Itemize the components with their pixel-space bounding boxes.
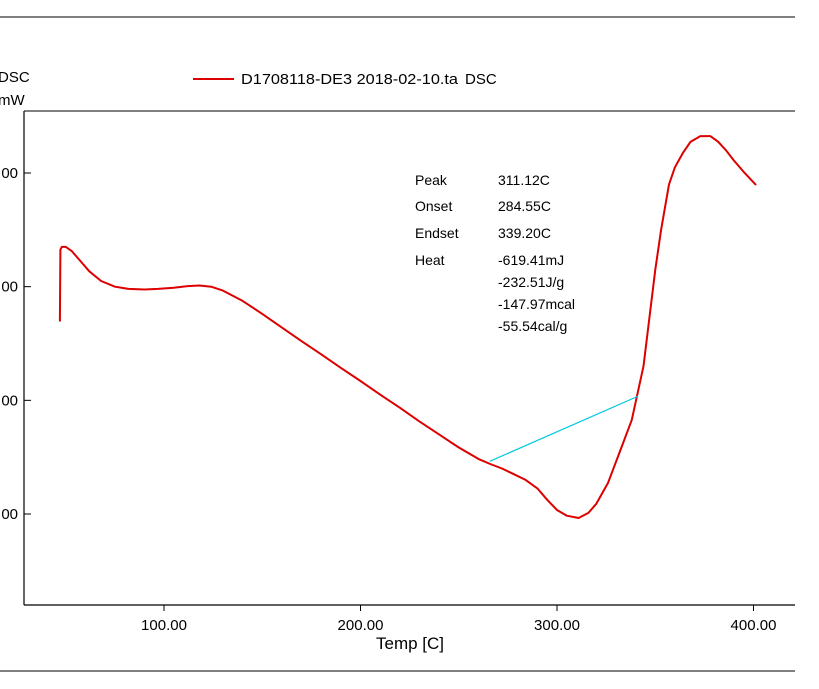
annotation-value-peak: 311.12C	[498, 172, 550, 188]
annotation-value-onset: 284.55C	[498, 198, 551, 214]
annotation-value-heat-jg: -232.51J/g	[498, 274, 564, 290]
x-ticks: 100.00 200.00 300.00 400.00	[141, 605, 776, 634]
annotation-value-endset: 339.20C	[498, 225, 551, 241]
annotation-value-heat-calg: -55.54cal/g	[498, 318, 567, 334]
x-tick-label-2: 300.00	[534, 617, 580, 634]
series-layer	[58, 135, 757, 519]
annotation-value-heat-mcal: -147.97mcal	[498, 296, 575, 312]
legend: D1708118-DE3 2018-02-10.ta DSC	[193, 71, 497, 88]
annotation-label-peak: Peak	[415, 172, 448, 188]
x-tick-label-0: 100.00	[141, 617, 187, 634]
x-tick-label-1: 200.00	[338, 617, 384, 634]
y-tick-label-3: 00	[1, 506, 18, 523]
annotation-value-heat-mj: -619.41mJ	[498, 252, 564, 268]
y-axis-label-line2: mW	[0, 92, 25, 109]
legend-entry-name: D1708118-DE3 2018-02-10.ta	[241, 71, 459, 88]
y-axis-label-line1: DSC	[0, 69, 30, 86]
y-tick-label-2: 00	[1, 392, 18, 409]
dsc-curve	[58, 135, 757, 519]
y-tick-label-1: 00	[1, 279, 18, 296]
annotation-label-onset: Onset	[415, 198, 452, 214]
x-axis-label: Temp [C]	[376, 634, 444, 653]
x-tick-label-3: 400.00	[731, 617, 777, 634]
peak-annotation: Peak 311.12C Onset 284.55C Endset 339.20…	[415, 172, 575, 334]
annotation-label-endset: Endset	[415, 225, 459, 241]
baseline-line	[489, 395, 639, 462]
y-tick-label-0: 00	[1, 165, 18, 182]
y-ticks: 00 00 00 00	[1, 165, 31, 523]
annotation-label-heat: Heat	[415, 252, 445, 268]
legend-entry-suffix: DSC	[465, 71, 497, 88]
